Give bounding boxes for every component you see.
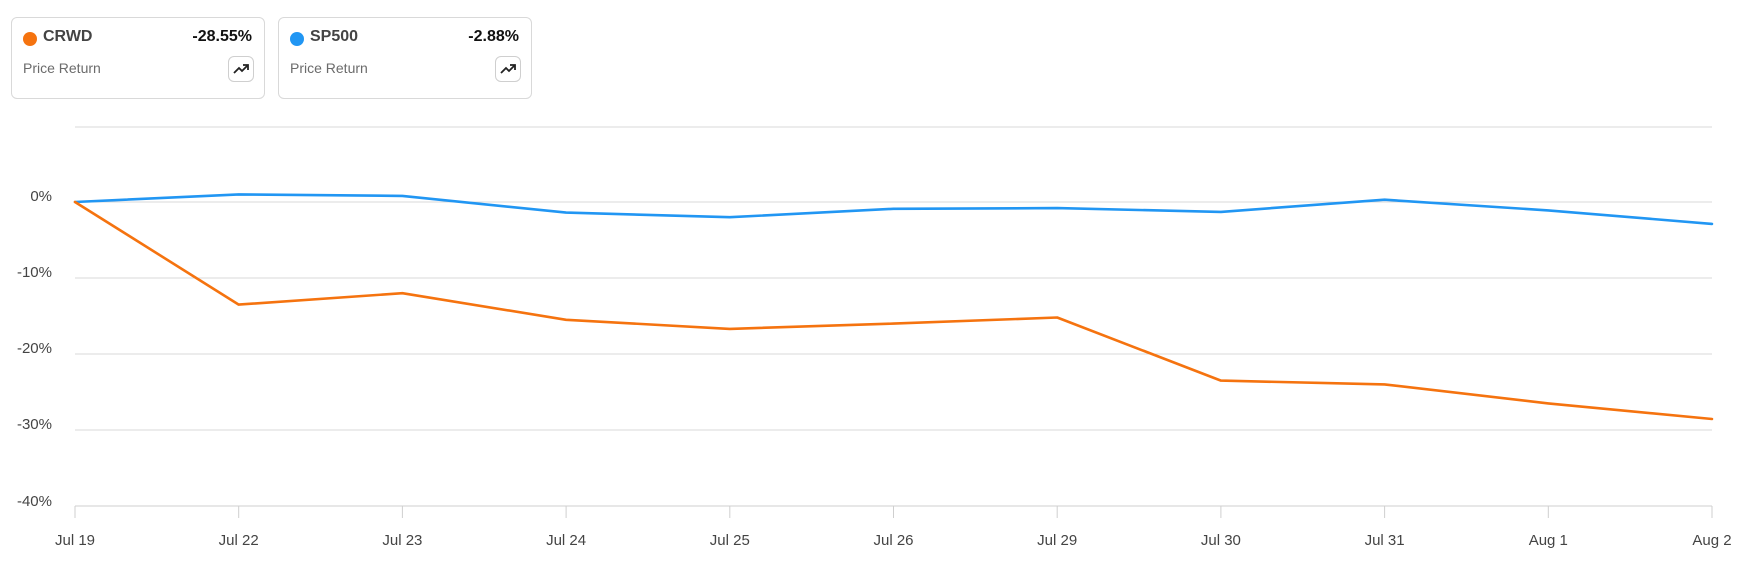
trend-up-icon — [500, 64, 516, 74]
legend-ticker: CRWD — [43, 28, 93, 45]
x-tick-label: Jul 22 — [219, 532, 259, 549]
x-tick-label: Aug 2 — [1692, 532, 1731, 549]
x-tick-label: Jul 29 — [1037, 532, 1077, 549]
legend-metric: Price Return — [290, 60, 368, 76]
y-tick-label: -30% — [17, 416, 52, 433]
trend-up-icon — [233, 64, 249, 74]
legend-change: -2.88% — [468, 28, 519, 45]
y-tick-label: -20% — [17, 340, 52, 357]
legend-card-sp500[interactable]: SP500 -2.88% Price Return — [278, 17, 532, 99]
legend-card-crwd[interactable]: CRWD -28.55% Price Return — [11, 17, 265, 99]
chart-type-button[interactable] — [495, 56, 521, 82]
legend: CRWD -28.55% Price Return SP500 -2.88% P… — [11, 17, 532, 99]
legend-change: -28.55% — [192, 28, 252, 45]
series-line-crwd — [73, 200, 1714, 421]
series-line-sp500 — [73, 193, 1714, 226]
grid-lines — [75, 126, 1712, 431]
x-tick-label: Jul 19 — [55, 532, 95, 549]
legend-ticker: SP500 — [310, 28, 359, 45]
y-tick-label: -10% — [17, 264, 52, 281]
x-tick-label: Jul 25 — [710, 532, 750, 549]
legend-metric: Price Return — [23, 60, 101, 76]
y-axis: 0% -10% -20% -30% -40% — [17, 188, 52, 510]
x-tick-label: Jul 24 — [546, 532, 586, 549]
y-tick-label: 0% — [30, 188, 52, 205]
x-tick-label: Jul 30 — [1201, 532, 1241, 549]
x-axis: Jul 19 Jul 22 Jul 23 Jul 24 Jul 25 Jul 26 Jul … — [55, 505, 1732, 549]
series-lines — [73, 193, 1714, 421]
x-tick-label: Jul 31 — [1365, 532, 1405, 549]
crwd-color-dot — [23, 32, 37, 46]
y-tick-label: -40% — [17, 493, 52, 510]
chart-type-button[interactable] — [228, 56, 254, 82]
x-tick-label: Aug 1 — [1529, 532, 1568, 549]
x-tick-label: Jul 26 — [873, 532, 913, 549]
sp500-color-dot — [290, 32, 304, 46]
x-tick-label: Jul 23 — [382, 532, 422, 549]
